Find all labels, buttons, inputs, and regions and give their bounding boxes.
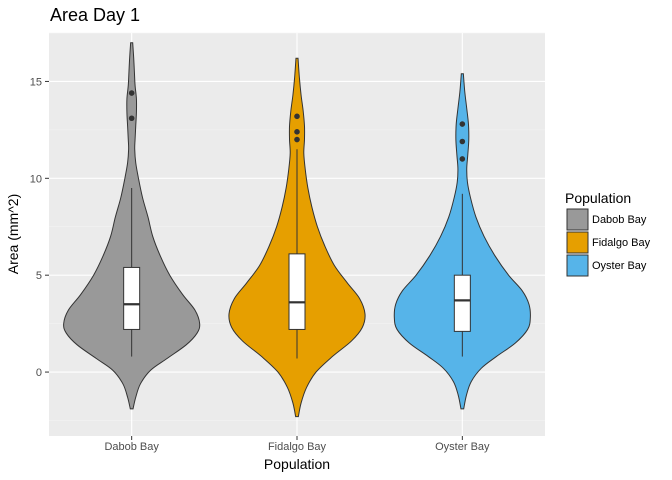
x-axis: Dabob Bay Fidalgo Bay Oyster Bay <box>104 436 490 453</box>
violin-group <box>63 42 201 410</box>
y-tick-label: 15 <box>30 76 42 88</box>
box-iqr <box>123 266 141 330</box>
outlier-point <box>294 136 300 143</box>
legend-label: Fidalgo Bay <box>592 237 651 249</box>
y-tick-label: 5 <box>36 270 42 282</box>
x-axis-title: Population <box>264 456 330 472</box>
legend: Population Dabob Bay Fidalgo Bay Oyster Ba… <box>565 190 651 277</box>
x-tick-label: Fidalgo Bay <box>268 441 327 453</box>
outlier-point <box>459 121 466 127</box>
legend-title: Population <box>565 190 631 206</box>
legend-key <box>566 254 589 277</box>
y-axis: 0 5 10 15 <box>30 76 49 379</box>
violin-group <box>393 73 531 410</box>
legend-label: Oyster Bay <box>592 260 647 272</box>
outlier-point <box>294 129 300 135</box>
box-iqr <box>453 274 471 332</box>
box-iqr <box>288 253 306 330</box>
outlier-point <box>128 90 135 96</box>
outlier-point <box>294 113 300 120</box>
y-axis-title: Area (mm^2) <box>5 194 21 274</box>
chart-title: Area Day 1 <box>50 5 140 25</box>
x-tick-label: Oyster Bay <box>435 441 490 453</box>
violins <box>63 42 531 418</box>
legend-key <box>566 231 589 254</box>
legend-key <box>566 208 589 231</box>
violin-group <box>228 57 366 418</box>
y-tick-label: 0 <box>36 367 42 379</box>
legend-label: Dabob Bay <box>592 214 647 226</box>
outlier-point <box>128 115 135 122</box>
outlier-point <box>459 138 466 145</box>
y-tick-label: 10 <box>30 173 42 185</box>
outlier-point <box>459 156 466 162</box>
x-tick-label: Dabob Bay <box>104 441 159 453</box>
